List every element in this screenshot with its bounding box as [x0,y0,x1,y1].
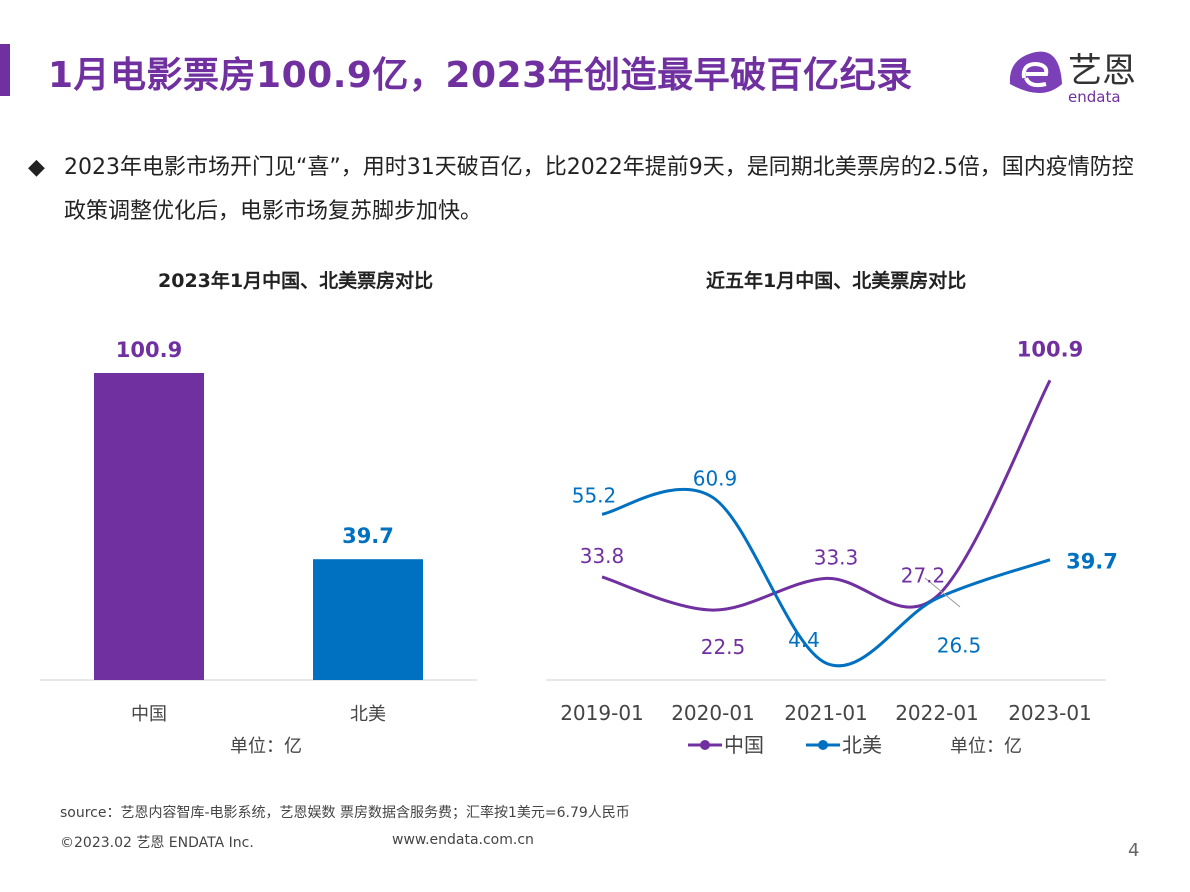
page-number: 4 [1128,840,1140,861]
line-data-label: 39.7 [1066,550,1118,574]
legend-marker-中国 [700,740,710,750]
bar-中国 [94,373,204,680]
bar-unit-label: 单位：亿 [230,736,302,757]
bar-data-label: 100.9 [116,338,182,362]
line-series-中国 [601,379,1052,612]
bar-chart-title: 2023年1月中国、北美票房对比 [158,270,434,292]
line-unit-label: 单位：亿 [950,736,1022,757]
line-x-tick-label: 2022-01 [895,701,979,725]
svg-text:endata: endata [1068,88,1121,106]
endata-logo: 艺恩 endata [1002,44,1152,106]
legend-label: 北美 [842,733,882,757]
summary-bullet: ◆ 2023年电影市场开门见“喜”，用时31天破百亿，比2022年提前9天，是同… [28,146,1138,234]
bar-category-label: 北美 [350,704,386,725]
title-accent-bar [0,44,10,96]
source-note: source：艺恩内容智库-电影系统，艺恩娱数 票房数据含服务费；汇率按1美元=… [60,805,630,821]
legend-label: 中国 [724,733,764,757]
line-data-label: 55.2 [572,483,617,507]
svg-text:艺恩: 艺恩 [1068,51,1136,91]
diamond-bullet-icon: ◆ [28,155,45,180]
line-data-label: 4.4 [788,628,820,652]
line-chart-title: 近五年1月中国、北美票房对比 [706,270,967,292]
line-data-label: 22.5 [701,635,746,659]
line-data-label: 33.8 [580,544,625,568]
line-x-tick-label: 2023-01 [1008,701,1092,725]
line-data-label: 60.9 [693,467,738,491]
line-x-tick-label: 2019-01 [560,701,644,725]
line-x-tick-label: 2020-01 [671,701,755,725]
website-link[interactable]: www.endata.com.cn [392,832,534,848]
bar-北美 [313,559,423,680]
line-data-label: 26.5 [937,633,982,657]
leader-line [924,577,961,608]
line-data-label: 27.2 [901,563,946,587]
page-title: 1月电影票房100.9亿，2023年创造最早破百亿纪录 [48,55,913,96]
line-data-label: 33.3 [814,545,859,569]
line-data-label: 100.9 [1017,337,1083,361]
summary-text: 2023年电影市场开门见“喜”，用时31天破百亿，比2022年提前9天，是同期北… [64,155,1134,224]
bar-category-label: 中国 [131,704,167,725]
logo-e-icon: 艺恩 endata [1009,51,1136,106]
legend-marker-北美 [818,740,828,750]
line-series-北美 [601,487,1051,668]
copyright: ©2023.02 艺恩 ENDATA Inc. [60,835,254,851]
bar-data-label: 39.7 [342,524,394,548]
line-x-tick-label: 2021-01 [784,701,868,725]
